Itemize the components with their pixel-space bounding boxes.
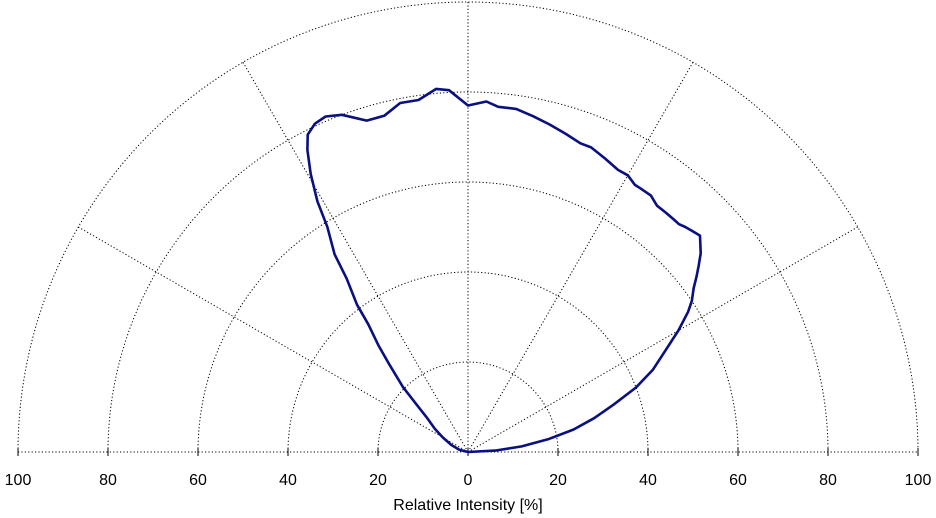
tick-labels: 100 80 60 40 20 0 20 40 60 80 100: [5, 472, 932, 489]
grid-ray--30: [242, 62, 469, 453]
grid-arc-20: [377, 361, 559, 453]
grid-ray-60: [467, 226, 858, 453]
grid-ray--60: [78, 226, 469, 453]
tick-label-right: 60: [729, 472, 747, 489]
tick-label-center: 0: [464, 472, 473, 489]
radial-ticks: [17, 448, 919, 456]
tick-label-left: 60: [189, 472, 207, 489]
series-layer: [306, 87, 702, 454]
tick-label-left: 100: [5, 472, 32, 489]
grid-arc-80: [107, 91, 829, 453]
tick-label-right: 40: [639, 472, 657, 489]
tick-label-left: 20: [369, 472, 387, 489]
intensity-curve-0: [306, 87, 702, 454]
tick-label-right: 20: [549, 472, 567, 489]
tick-label-left: 40: [279, 472, 297, 489]
grid-arc-60: [197, 181, 739, 453]
tick-label-right: 80: [819, 472, 837, 489]
tick-label-right: 100: [905, 472, 932, 489]
grid-arc-40: [287, 271, 649, 453]
polar-grid: [17, 1, 919, 453]
x-axis-label: Relative Intensity [%]: [393, 497, 542, 514]
tick-label-left: 80: [99, 472, 117, 489]
grid-ray-30: [467, 62, 694, 453]
